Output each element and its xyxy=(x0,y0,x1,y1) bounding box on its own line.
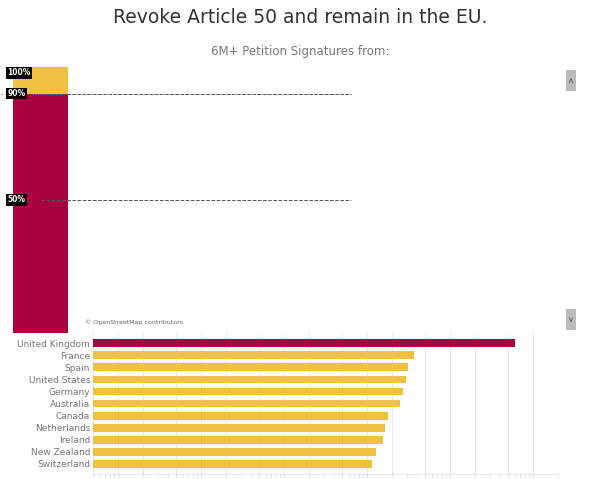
Text: ∧: ∧ xyxy=(568,76,574,85)
Bar xyxy=(13,94,68,333)
Text: 6M+ Petition Signatures from:: 6M+ Petition Signatures from: xyxy=(211,45,389,57)
Bar xyxy=(0,448,376,456)
Text: © OpenStreetMap contributors: © OpenStreetMap contributors xyxy=(85,319,183,325)
Bar xyxy=(0,364,408,371)
Bar xyxy=(566,309,576,330)
Bar xyxy=(0,339,515,347)
Bar xyxy=(0,352,414,359)
Bar xyxy=(0,399,400,408)
Text: ∨: ∨ xyxy=(568,315,574,324)
Bar xyxy=(566,70,576,91)
Bar xyxy=(0,424,385,432)
Bar xyxy=(0,411,388,420)
Bar xyxy=(0,460,372,468)
Bar xyxy=(0,376,406,383)
Text: 100%: 100% xyxy=(7,68,31,78)
Bar xyxy=(0,436,383,444)
Text: Revoke Article 50 and remain in the EU.: Revoke Article 50 and remain in the EU. xyxy=(113,8,487,27)
Text: 90%: 90% xyxy=(7,89,26,98)
Bar xyxy=(0,388,403,396)
Text: 50%: 50% xyxy=(7,195,25,205)
Bar xyxy=(13,67,68,94)
